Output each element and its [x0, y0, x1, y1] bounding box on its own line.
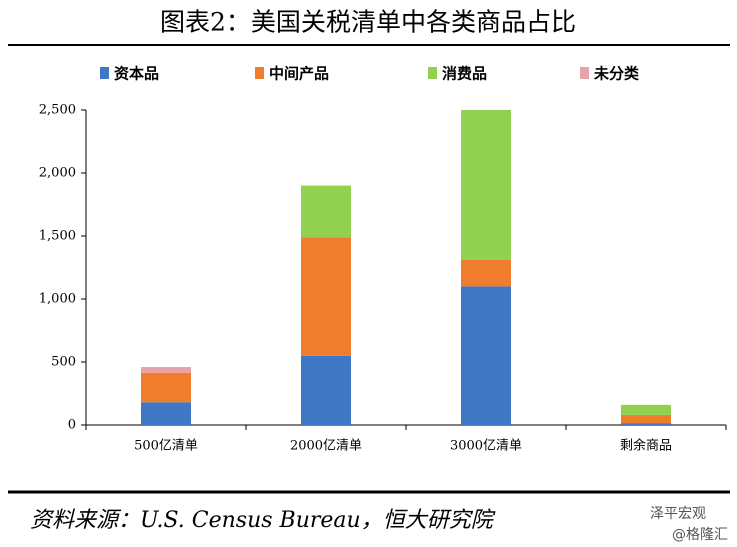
bar-segment: [621, 404, 671, 415]
watermark: @格隆汇: [672, 527, 728, 543]
bar-segment: [621, 423, 671, 425]
legend-label: 未分类: [593, 65, 640, 83]
bar-segment: [461, 286, 511, 425]
y-tick-label: 1,000: [39, 292, 76, 307]
x-tick-label: 剩余商品: [620, 438, 672, 454]
y-tick-label: 0: [68, 418, 76, 433]
source: 资料来源：U.S. Census Bureau，恒大研究院: [30, 508, 496, 533]
bar-segment: [301, 185, 351, 238]
bar-segment: [301, 355, 351, 425]
legend-label: 中间产品: [269, 65, 329, 83]
legend-swatch: [100, 67, 109, 79]
x-tick-label: 3000亿清单: [450, 439, 522, 454]
bar-segment: [301, 237, 351, 356]
bar-segment: [141, 372, 191, 403]
bar-segment: [461, 110, 511, 260]
legend-label: 消费品: [442, 65, 487, 83]
x-tick-label: 500亿清单: [134, 439, 198, 454]
bar-segment: [141, 402, 191, 425]
y-tick-label: 1,500: [39, 229, 76, 244]
bar-segment: [621, 414, 671, 424]
bar-segment: [461, 259, 511, 287]
x-tick-label: 2000亿清单: [290, 439, 362, 454]
y-tick-label: 2,500: [39, 103, 76, 118]
legend-swatch: [580, 67, 589, 79]
chart-title: 图表2：美国关税清单中各类商品占比: [160, 8, 576, 37]
watermark: 泽平宏观: [650, 506, 706, 522]
y-tick-label: 2,000: [39, 166, 76, 181]
y-tick-label: 500: [51, 355, 76, 370]
legend-swatch: [255, 67, 264, 79]
bar-segment: [141, 367, 191, 373]
legend-swatch: [428, 67, 437, 79]
legend-label: 资本品: [114, 65, 159, 83]
